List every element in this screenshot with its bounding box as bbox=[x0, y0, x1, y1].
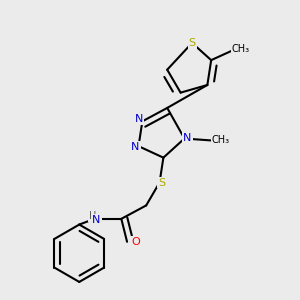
Text: CH₃: CH₃ bbox=[212, 135, 230, 146]
Text: CH₃: CH₃ bbox=[232, 44, 250, 54]
Text: H: H bbox=[89, 211, 96, 221]
Text: S: S bbox=[158, 178, 165, 188]
Text: N: N bbox=[92, 214, 101, 225]
Text: S: S bbox=[188, 38, 196, 48]
Text: N: N bbox=[131, 142, 140, 152]
Text: N: N bbox=[183, 133, 192, 143]
Text: O: O bbox=[131, 237, 140, 247]
Text: N: N bbox=[135, 114, 143, 124]
